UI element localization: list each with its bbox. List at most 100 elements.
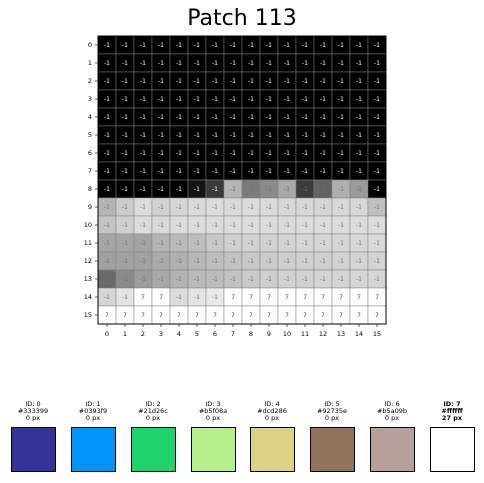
cell-label: 7 (195, 312, 199, 319)
legend-pixel-count: 0 px (264, 414, 280, 422)
col-label: 9 (267, 330, 271, 338)
cell-label: -1 (338, 150, 344, 157)
cell-label: -1 (284, 168, 290, 175)
legend-item: ID: 1 #0393f9 0 px (61, 401, 125, 472)
cell-label: -1 (158, 168, 164, 175)
legend-id: ID: 4 (264, 400, 280, 408)
cell-label: -1 (212, 204, 218, 211)
cell-label: -1 (194, 222, 200, 229)
cell-label: -1 (356, 42, 362, 49)
cell-label: -1 (212, 186, 218, 193)
cell-label: -1 (158, 258, 164, 265)
cell-label: -1 (140, 150, 146, 157)
legend-hex: #333399 (17, 407, 49, 415)
cell-label: -1 (176, 132, 182, 139)
cell-label: -1 (230, 258, 236, 265)
legend-id: ID: 6 (384, 400, 400, 408)
cell-label: -1 (140, 222, 146, 229)
cell-label: -1 (374, 186, 380, 193)
cell-label: -1 (374, 132, 380, 139)
col-label: 10 (283, 330, 291, 338)
cell-label: -1 (230, 276, 236, 283)
row-label: 14 (84, 293, 92, 301)
cell-label: -1 (212, 42, 218, 49)
cell-label: -1 (140, 96, 146, 103)
cell-label: -1 (266, 96, 272, 103)
cell-label: -1 (284, 258, 290, 265)
cell-label: -1 (176, 222, 182, 229)
cell-label: 7 (231, 294, 235, 301)
cell-label: -1 (122, 150, 128, 157)
cell-label: -1 (158, 204, 164, 211)
cell-label: -1 (122, 132, 128, 139)
cell-label: -1 (158, 42, 164, 49)
cell-label: -1 (212, 78, 218, 85)
row-label: 11 (84, 239, 92, 247)
legend-hex: #92735e (316, 407, 348, 415)
col-label: 15 (373, 330, 381, 338)
cell-label: -1 (302, 114, 308, 121)
patch-title: Patch 113 (187, 6, 297, 31)
legend-hex: #0393f9 (78, 407, 108, 415)
col-label: 7 (231, 330, 235, 338)
cell-label: -1 (266, 42, 272, 49)
legend-hex: #b5f08a (198, 407, 228, 415)
cell-label: -1 (140, 186, 146, 193)
legend-item: ID: 2 #21d26c 0 px (121, 401, 185, 472)
cell-label: -1 (320, 276, 326, 283)
cell-label: -1 (104, 132, 110, 139)
cell-label: -1 (248, 60, 254, 67)
cell-label: -1 (302, 276, 308, 283)
cell-label: -1 (122, 204, 128, 211)
cell-label: -1 (302, 222, 308, 229)
cell-label: -1 (248, 132, 254, 139)
cell-label: -1 (158, 150, 164, 157)
cell-label: -1 (284, 78, 290, 85)
cell-label: -1 (338, 276, 344, 283)
legend-id: ID: 2 (145, 400, 161, 408)
cell-label: -1 (266, 222, 272, 229)
patch-grid: -1 -1 -1 -1 -1 -1 -1 -1 -1 -1 -1 -1 -1 -1 -1 -1 -1 -1 -1 -1… (84, 35, 387, 338)
cell-label: -1 (338, 60, 344, 67)
legend-swatch (309, 427, 355, 472)
cell-label: -1 (266, 276, 272, 283)
cell-label: -1 (266, 240, 272, 247)
cell-label: -1 (194, 114, 200, 121)
cell-label: -1 (302, 150, 308, 157)
row-label: 8 (88, 185, 92, 193)
cell-label: -1 (104, 78, 110, 85)
cell-label: -1 (194, 78, 200, 85)
legend-pixel-count: 0 px (25, 414, 41, 422)
cell-label: -1 (356, 186, 362, 193)
cell-label: 7 (357, 312, 361, 319)
cell-label: -1 (356, 78, 362, 85)
cell-label: -1 (248, 276, 254, 283)
cell-label: -1 (194, 96, 200, 103)
cell-label: -1 (212, 96, 218, 103)
cell-label: -1 (338, 240, 344, 247)
cell-label: -1 (122, 114, 128, 121)
cell-label: -1 (212, 150, 218, 157)
cell-label: -1 (284, 204, 290, 211)
cell-label: -1 (194, 60, 200, 67)
cell-label: 7 (303, 294, 307, 301)
cell-label: -1 (230, 132, 236, 139)
cell-label: 7 (213, 312, 217, 319)
cell-label: -1 (284, 132, 290, 139)
legend-id: ID: 0 (25, 400, 41, 408)
cell-label: -1 (302, 96, 308, 103)
cell-label: 7 (123, 312, 127, 319)
cell-label: -1 (248, 150, 254, 157)
legend-pixel-count: 0 px (85, 414, 101, 422)
cell-label: -1 (302, 204, 308, 211)
cell-label: -1 (266, 258, 272, 265)
cell-label: -1 (122, 60, 128, 67)
cell-label: -1 (374, 42, 380, 49)
cell-label: -1 (104, 276, 110, 283)
cell-label: -1 (194, 276, 200, 283)
col-label: 1 (123, 330, 127, 338)
cell-label: -1 (266, 114, 272, 121)
cell-label: -1 (176, 186, 182, 193)
cell-label: -1 (338, 204, 344, 211)
cell-label: -1 (284, 150, 290, 157)
